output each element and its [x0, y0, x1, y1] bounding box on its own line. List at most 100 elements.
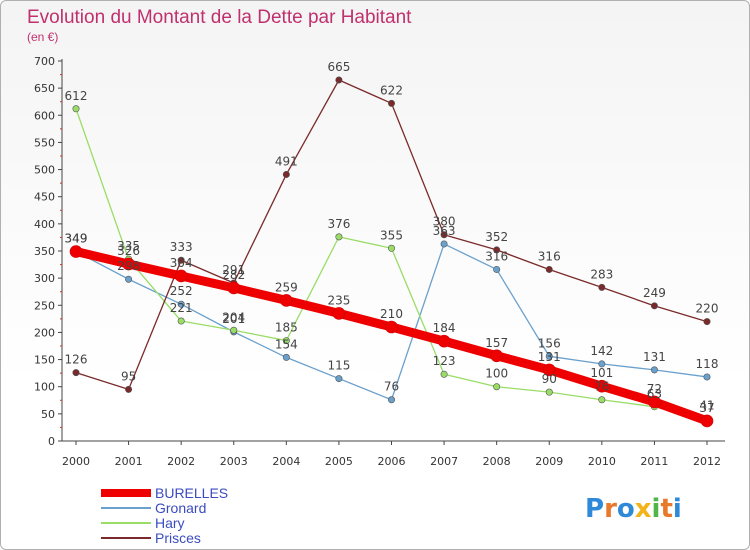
data-label: 291 [222, 263, 245, 277]
data-label: 316 [538, 249, 561, 263]
data-label: 335 [117, 239, 140, 253]
data-point [648, 395, 661, 409]
data-point [490, 349, 503, 363]
data-label: 349 [65, 232, 88, 246]
data-point [545, 265, 553, 273]
data-point [280, 294, 293, 307]
data-point [598, 283, 606, 291]
data-label: 95 [121, 369, 136, 383]
data-label: 100 [485, 367, 508, 381]
data-label: 154 [275, 337, 298, 351]
data-point [493, 246, 501, 254]
data-label: 142 [590, 344, 613, 358]
y-tick-label: 200 [34, 326, 55, 339]
data-label: 201 [222, 312, 245, 326]
data-label: 333 [170, 240, 193, 254]
data-label: 126 [65, 353, 88, 367]
data-label: 355 [380, 228, 403, 242]
data-point [332, 307, 346, 320]
data-point [72, 105, 80, 113]
data-label: 326 [117, 244, 140, 258]
data-point [335, 375, 343, 383]
data-label: 131 [538, 350, 561, 364]
data-point [125, 385, 133, 393]
data-label: 298 [117, 259, 140, 273]
series-gronard [72, 240, 711, 404]
data-label: 235 [327, 293, 350, 307]
x-tick-label: 2002 [167, 455, 195, 468]
y-tick-label: 350 [34, 245, 55, 258]
data-point [177, 300, 185, 308]
data-point [177, 256, 185, 264]
data-label: 316 [485, 249, 508, 263]
data-label: 249 [643, 286, 666, 300]
data-point [227, 281, 241, 295]
legend-label: Prisces [155, 530, 201, 546]
data-point [335, 233, 343, 241]
data-point [595, 379, 609, 393]
series-hary [72, 105, 711, 423]
axes: 0 50 100 150 200 250 300 350 400 450 500 550 600 650 7… [34, 55, 725, 468]
data-point [387, 396, 395, 404]
legend-label: BURELLES [155, 485, 228, 501]
chart-title: Evolution du Montant de la Dette par Hab… [27, 7, 412, 28]
data-label: 665 [327, 60, 350, 74]
x-tick-label: 2009 [535, 455, 563, 468]
data-label: 612 [65, 89, 88, 103]
data-point [125, 275, 133, 283]
x-tick-label: 2004 [272, 455, 300, 468]
data-point [493, 383, 501, 391]
data-label: 123 [433, 354, 456, 368]
chart-subtitle: (en €) [27, 30, 58, 44]
x-tick-label: 2010 [588, 455, 616, 468]
data-label: 282 [222, 268, 245, 282]
data-point [598, 396, 606, 404]
data-label: 283 [590, 267, 613, 281]
data-labels: 3493263042822592352101841571311017237349… [65, 60, 719, 415]
data-point [703, 318, 711, 326]
data-label: 221 [170, 301, 193, 315]
data-label: 101 [590, 366, 613, 380]
data-label: 210 [380, 307, 403, 321]
data-point [700, 414, 714, 428]
data-label: 204 [222, 310, 245, 324]
y-tick-label: 0 [48, 435, 55, 448]
y-tick-label: 300 [34, 272, 55, 285]
data-label: 90 [542, 372, 557, 386]
data-label: 76 [384, 380, 399, 394]
data-label: 184 [433, 321, 456, 335]
y-tick-label: 450 [34, 191, 55, 204]
data-label: 37 [699, 401, 714, 415]
data-point [282, 170, 290, 178]
data-point [650, 366, 658, 374]
data-point [440, 370, 448, 378]
series-prisces [72, 76, 711, 393]
data-point [545, 352, 553, 360]
data-label: 157 [485, 336, 508, 350]
data-label: 252 [170, 284, 193, 298]
data-point [174, 269, 188, 283]
y-tick-label: 550 [34, 136, 55, 149]
y-tick-label: 600 [34, 109, 55, 122]
data-label: 63 [647, 387, 662, 401]
x-tick-label: 2008 [483, 455, 511, 468]
data-label: 491 [275, 154, 298, 168]
data-label: 376 [327, 217, 350, 231]
y-tick-label: 150 [34, 354, 55, 367]
data-point [385, 320, 398, 334]
data-label: 220 [696, 302, 719, 316]
data-point [387, 244, 395, 252]
x-tick-label: 2007 [430, 455, 458, 468]
data-point [493, 265, 501, 273]
data-point [440, 240, 448, 248]
data-point [440, 231, 448, 239]
data-point [650, 302, 658, 310]
y-tick-label: 500 [34, 164, 55, 177]
data-point [230, 326, 238, 334]
y-tick-label: 50 [41, 408, 55, 421]
data-point [703, 373, 711, 381]
x-tick-label: 2012 [693, 455, 721, 468]
legend-label: Hary [155, 515, 185, 531]
